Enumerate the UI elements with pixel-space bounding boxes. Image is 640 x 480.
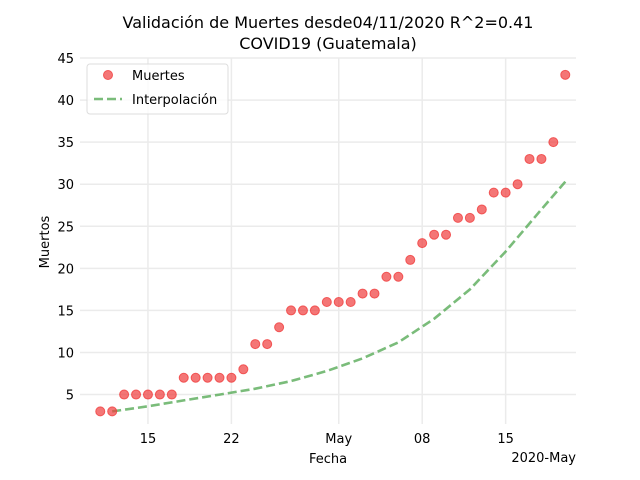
- y-tick-label: 30: [57, 178, 74, 193]
- y-tick-label: 25: [57, 220, 74, 235]
- data-point-muertes: [202, 372, 213, 383]
- legend-label-interpolacion: Interpolación: [132, 93, 217, 108]
- data-point-muertes: [357, 288, 368, 299]
- data-point-muertes: [178, 372, 189, 383]
- chart-title-line2: COVID19 (Guatemala): [239, 34, 417, 53]
- data-point-muertes: [393, 271, 404, 282]
- data-point-muertes: [476, 204, 487, 215]
- y-tick-label: 20: [57, 262, 74, 277]
- data-point-muertes: [166, 389, 177, 400]
- y-tick-label: 35: [57, 136, 74, 151]
- data-point-muertes: [405, 254, 416, 265]
- data-point-muertes: [488, 187, 499, 198]
- y-tick-label: 45: [57, 52, 74, 67]
- data-point-muertes: [333, 297, 344, 307]
- x-tick-label: May: [325, 432, 352, 447]
- data-point-muertes: [286, 305, 297, 316]
- legend-label-muertes: Muertes: [132, 69, 185, 84]
- x-tick-label: 15: [497, 432, 514, 447]
- y-axis-label: Muertos: [38, 215, 53, 268]
- data-point-muertes: [131, 389, 142, 400]
- x-axis-label: Fecha: [309, 452, 347, 467]
- data-point-muertes: [297, 305, 308, 316]
- x-axis-offset-label: 2020-May: [511, 451, 576, 466]
- data-point-muertes: [274, 322, 285, 333]
- data-point-muertes: [560, 69, 571, 80]
- data-point-muertes: [154, 389, 165, 400]
- data-point-muertes: [321, 297, 332, 307]
- data-point-muertes: [512, 179, 523, 190]
- data-point-muertes: [95, 406, 106, 417]
- legend: Muertes Interpolación: [86, 63, 229, 115]
- data-point-muertes: [548, 137, 559, 148]
- data-point-muertes: [417, 238, 428, 249]
- data-point-muertes: [429, 229, 440, 240]
- legend-marker-muertes: [103, 70, 113, 80]
- data-point-muertes: [381, 271, 392, 282]
- data-point-muertes: [238, 364, 249, 375]
- data-point-muertes: [214, 372, 225, 383]
- data-point-muertes: [464, 212, 475, 223]
- data-point-muertes: [500, 187, 511, 198]
- data-point-muertes: [441, 229, 452, 240]
- chart-marks: [95, 69, 571, 417]
- x-tick-label: 22: [223, 432, 240, 447]
- series-line-interpolacion: [112, 180, 567, 413]
- y-tick-label: 15: [57, 304, 74, 319]
- data-point-muertes: [190, 372, 201, 383]
- data-point-muertes: [107, 406, 118, 417]
- data-point-muertes: [524, 153, 535, 164]
- data-point-muertes: [345, 297, 356, 307]
- x-tick-label: 08: [414, 432, 431, 447]
- axis-ticks: 5 10 15 20 25 30 35 40 45 15 22 May 08 15: [57, 52, 513, 447]
- data-point-muertes: [119, 389, 130, 400]
- data-point-muertes: [452, 212, 463, 223]
- data-point-muertes: [369, 288, 380, 299]
- x-tick-label: 15: [140, 432, 157, 447]
- y-tick-label: 5: [66, 389, 74, 404]
- y-tick-label: 10: [57, 346, 74, 361]
- data-point-muertes: [309, 305, 320, 316]
- data-point-muertes: [536, 153, 547, 164]
- y-tick-label: 40: [57, 94, 74, 109]
- legend-frame: [86, 63, 229, 115]
- data-point-muertes: [142, 389, 153, 400]
- chart-title-line1: Validación de Muertes desde04/11/2020 R^…: [123, 13, 534, 32]
- data-point-muertes: [262, 339, 273, 350]
- data-point-muertes: [226, 372, 237, 383]
- data-point-muertes: [250, 339, 261, 350]
